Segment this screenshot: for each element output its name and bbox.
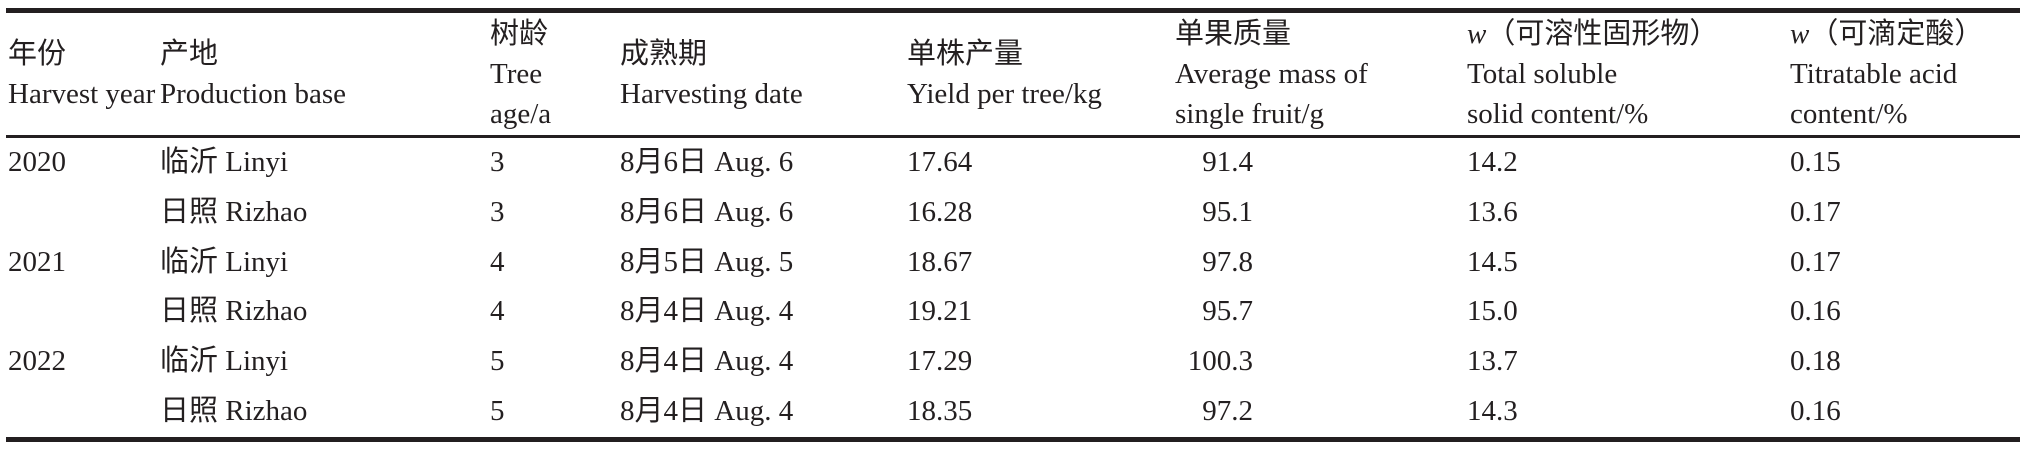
cell-soluble-solids: 15.0	[1467, 295, 1518, 328]
table-row: 2020 临沂 Linyi 3 8月6日 Aug. 6 17.64 91.4 1…	[6, 137, 2020, 188]
col-header-harvest-year: 年份 Harvest year	[6, 11, 158, 137]
fruit-mass-value: 97.8	[1202, 245, 1253, 278]
header-en: Tree	[490, 58, 543, 90]
header-en: Titratable acid	[1790, 58, 1958, 90]
fruit-mass-value: 91.4	[1202, 146, 1253, 178]
cell-harvesting-date: 8月4日 Aug. 4	[620, 345, 794, 378]
header-en: Average mass of	[1175, 58, 1368, 90]
cell-yield: 18.67	[907, 245, 973, 278]
cell-soluble-solids: 14.2	[1467, 146, 1518, 178]
cell-harvesting-date: 8月4日 Aug. 4	[620, 295, 794, 328]
cell-soluble-solids: 14.5	[1467, 245, 1518, 278]
cell-tree-age: 5	[490, 345, 505, 378]
header-en-line2: content/%	[1790, 98, 1908, 130]
cell-production-base: 临沂 Linyi	[160, 146, 289, 178]
fruit-mass-value: 97.2	[1202, 394, 1253, 427]
header-en: Production base	[160, 78, 347, 110]
header-zh: 产地	[160, 38, 219, 70]
cell-titratable-acid: 0.16	[1790, 394, 1841, 427]
cell-year	[6, 188, 158, 238]
cell-yield: 17.64	[907, 146, 973, 178]
cell-tree-age: 4	[490, 295, 505, 328]
col-header-single-fruit-mass: 单果质量 Average mass of single fruit/g	[1173, 11, 1465, 137]
cell-tree-age: 3	[490, 146, 505, 178]
cell-soluble-solids: 13.6	[1467, 195, 1518, 228]
header-zh: （可滴定酸）	[1809, 18, 1984, 50]
cell-titratable-acid: 0.17	[1790, 195, 1841, 228]
fruit-mass-value: 100.3	[1187, 345, 1253, 378]
cell-yield: 16.28	[907, 195, 973, 228]
header-zh: （可溶性固形物）	[1486, 18, 1719, 50]
cell-titratable-acid: 0.17	[1790, 245, 1841, 278]
cell-titratable-acid: 0.18	[1790, 345, 1841, 378]
header-zh: 单果质量	[1175, 18, 1292, 50]
cell-fruit-mass: 91.4	[1173, 137, 1465, 188]
header-zh: 成熟期	[620, 38, 708, 70]
cell-fruit-mass: 97.2	[1173, 387, 1465, 439]
header-en-line2: single fruit/g	[1175, 98, 1325, 130]
cell-year: 2020	[8, 146, 66, 178]
cell-fruit-mass: 95.7	[1173, 287, 1465, 337]
cell-tree-age: 4	[490, 245, 505, 278]
cell-yield: 19.21	[907, 295, 973, 328]
cell-production-base: 临沂 Linyi	[160, 345, 289, 378]
header-zh: 树龄	[490, 18, 549, 50]
cell-harvesting-date: 8月6日 Aug. 6	[620, 146, 794, 178]
header-row: 年份 Harvest year 产地 Production base 树龄 Tr…	[6, 11, 2020, 137]
header-en-line2: age/a	[490, 98, 552, 130]
cell-tree-age: 5	[490, 394, 505, 427]
cell-year	[6, 287, 158, 337]
col-header-yield-per-tree: 单株产量 Yield per tree/kg	[905, 11, 1173, 137]
fruit-mass-value: 95.1	[1202, 195, 1253, 228]
header-en: Harvesting date	[620, 78, 803, 110]
cell-soluble-solids: 14.3	[1467, 394, 1518, 427]
w-symbol: w	[1467, 18, 1487, 50]
table-body: 2020 临沂 Linyi 3 8月6日 Aug. 6 17.64 91.4 1…	[6, 137, 2020, 440]
col-header-harvesting-date: 成熟期 Harvesting date	[618, 11, 905, 137]
cell-titratable-acid: 0.16	[1790, 295, 1841, 328]
header-en-line2: solid content/%	[1467, 98, 1649, 130]
header-zh-line: w（可溶性固形物）	[1467, 14, 1788, 54]
header-en: Total soluble	[1467, 58, 1618, 90]
cell-year: 2022	[8, 345, 66, 378]
col-header-tree-age: 树龄 Tree age/a	[488, 11, 618, 137]
col-header-production-base: 产地 Production base	[158, 11, 488, 137]
table-header: 年份 Harvest year 产地 Production base 树龄 Tr…	[6, 11, 2020, 137]
cell-harvesting-date: 8月6日 Aug. 6	[620, 195, 794, 228]
col-header-soluble-solids: w（可溶性固形物） Total soluble solid content/%	[1465, 11, 1788, 137]
cell-year: 2021	[8, 245, 66, 278]
cell-yield: 17.29	[907, 345, 973, 378]
cell-production-base: 日照 Rizhao	[160, 195, 308, 228]
cell-harvesting-date: 8月5日 Aug. 5	[620, 245, 794, 278]
table-row: 日照 Rizhao 5 8月4日 Aug. 4 18.35 97.2 14.3 …	[6, 387, 2020, 439]
cell-fruit-mass: 95.1	[1173, 188, 1465, 238]
cell-year	[6, 387, 158, 439]
table-row: 2022 临沂 Linyi 5 8月4日 Aug. 4 17.29 100.3 …	[6, 337, 2020, 387]
header-en: Harvest year	[8, 78, 156, 110]
col-header-titratable-acid: w（可滴定酸） Titratable acid content/%	[1788, 11, 2020, 137]
cell-production-base: 临沂 Linyi	[160, 245, 289, 278]
cell-fruit-mass: 97.8	[1173, 238, 1465, 288]
cell-tree-age: 3	[490, 195, 505, 228]
table-row: 2021 临沂 Linyi 4 8月5日 Aug. 5 18.67 97.8 1…	[6, 238, 2020, 288]
w-symbol: w	[1790, 18, 1810, 50]
table-row: 日照 Rizhao 4 8月4日 Aug. 4 19.21 95.7 15.0 …	[6, 287, 2020, 337]
header-zh: 单株产量	[907, 38, 1024, 70]
cell-titratable-acid: 0.15	[1790, 146, 1841, 178]
fruit-quality-table: 年份 Harvest year 产地 Production base 树龄 Tr…	[6, 8, 2020, 442]
table-row: 日照 Rizhao 3 8月6日 Aug. 6 16.28 95.1 13.6 …	[6, 188, 2020, 238]
cell-production-base: 日照 Rizhao	[160, 394, 308, 427]
header-zh: 年份	[8, 38, 67, 70]
header-zh-line: w（可滴定酸）	[1790, 14, 2020, 54]
cell-fruit-mass: 100.3	[1173, 337, 1465, 387]
cell-yield: 18.35	[907, 394, 973, 427]
cell-soluble-solids: 13.7	[1467, 345, 1518, 378]
cell-harvesting-date: 8月4日 Aug. 4	[620, 394, 794, 427]
header-en: Yield per tree/kg	[907, 78, 1102, 110]
fruit-mass-value: 95.7	[1202, 295, 1253, 328]
cell-production-base: 日照 Rizhao	[160, 295, 308, 328]
